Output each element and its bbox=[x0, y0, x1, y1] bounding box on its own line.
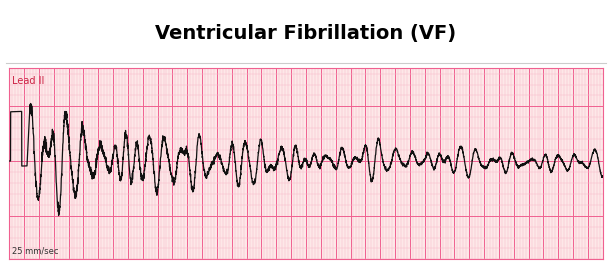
Text: Ventricular Fibrillation (VF): Ventricular Fibrillation (VF) bbox=[155, 24, 457, 43]
Text: Lead II: Lead II bbox=[12, 76, 45, 86]
Text: 25 mm/sec: 25 mm/sec bbox=[12, 247, 59, 255]
